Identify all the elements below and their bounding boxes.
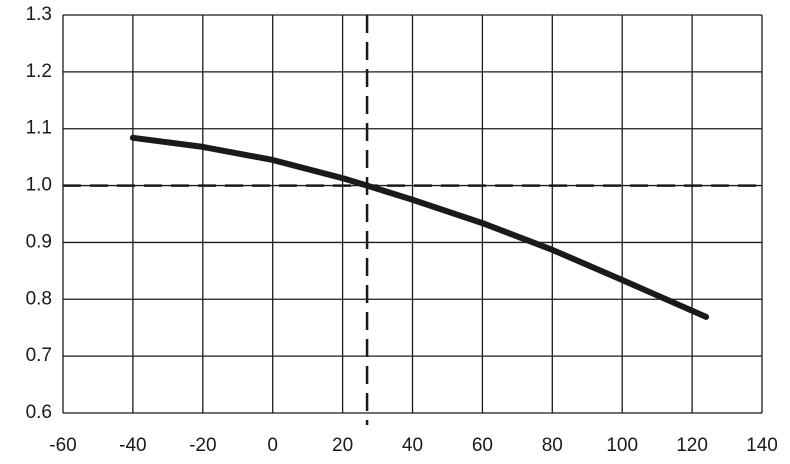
- y-tick-label: 0.9: [26, 231, 52, 252]
- x-tick-label: 100: [606, 435, 638, 456]
- y-tick-label: 1.0: [26, 175, 52, 196]
- x-tick-label: 0: [267, 435, 278, 456]
- x-tick-label: 80: [542, 435, 563, 456]
- y-tick-label: 0.6: [26, 402, 52, 423]
- x-tick-label: 60: [472, 435, 493, 456]
- y-tick-label: 1.1: [26, 118, 52, 139]
- y-tick-label: 1.3: [26, 4, 52, 25]
- x-tick-label: -20: [189, 435, 216, 456]
- x-tick-label: -40: [119, 435, 146, 456]
- y-tick-label: 0.7: [26, 345, 52, 366]
- data-line: [129, 134, 710, 320]
- x-tick-label: -60: [49, 435, 76, 456]
- x-tick-label: 140: [746, 435, 778, 456]
- x-tick-label: 120: [676, 435, 708, 456]
- x-tick-label: 20: [332, 435, 353, 456]
- x-tick-label: 40: [402, 435, 423, 456]
- y-tick-label: 1.2: [26, 61, 52, 82]
- y-tick-label: 0.8: [26, 288, 52, 309]
